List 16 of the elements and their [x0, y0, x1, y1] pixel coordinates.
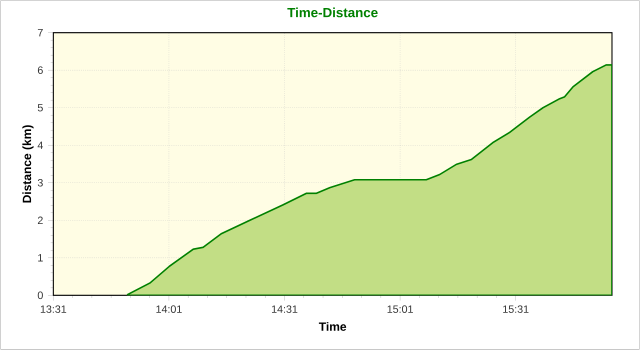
x-tick-label: 14:01: [156, 305, 182, 313]
y-tick-label: 4: [38, 142, 43, 149]
y-tick-label: 6: [38, 66, 43, 74]
x-axis-title: Time: [318, 322, 346, 331]
x-tick-label: 14:31: [272, 305, 298, 313]
y-tick-label: 0: [38, 292, 43, 300]
y-axis-title: Distance (km): [22, 125, 34, 203]
chart-title: Time-Distance: [287, 8, 378, 18]
y-tick-label: 3: [38, 178, 43, 187]
x-tick-label: 15:31: [503, 305, 529, 313]
x-tick-label: 15:01: [388, 305, 413, 313]
y-tick-label: 2: [38, 216, 43, 224]
x-tick-label: 13:31: [40, 305, 66, 313]
y-tick-label: 7: [38, 29, 43, 36]
y-tick-label: 1: [38, 254, 43, 262]
y-tick-label: 5: [38, 104, 43, 112]
